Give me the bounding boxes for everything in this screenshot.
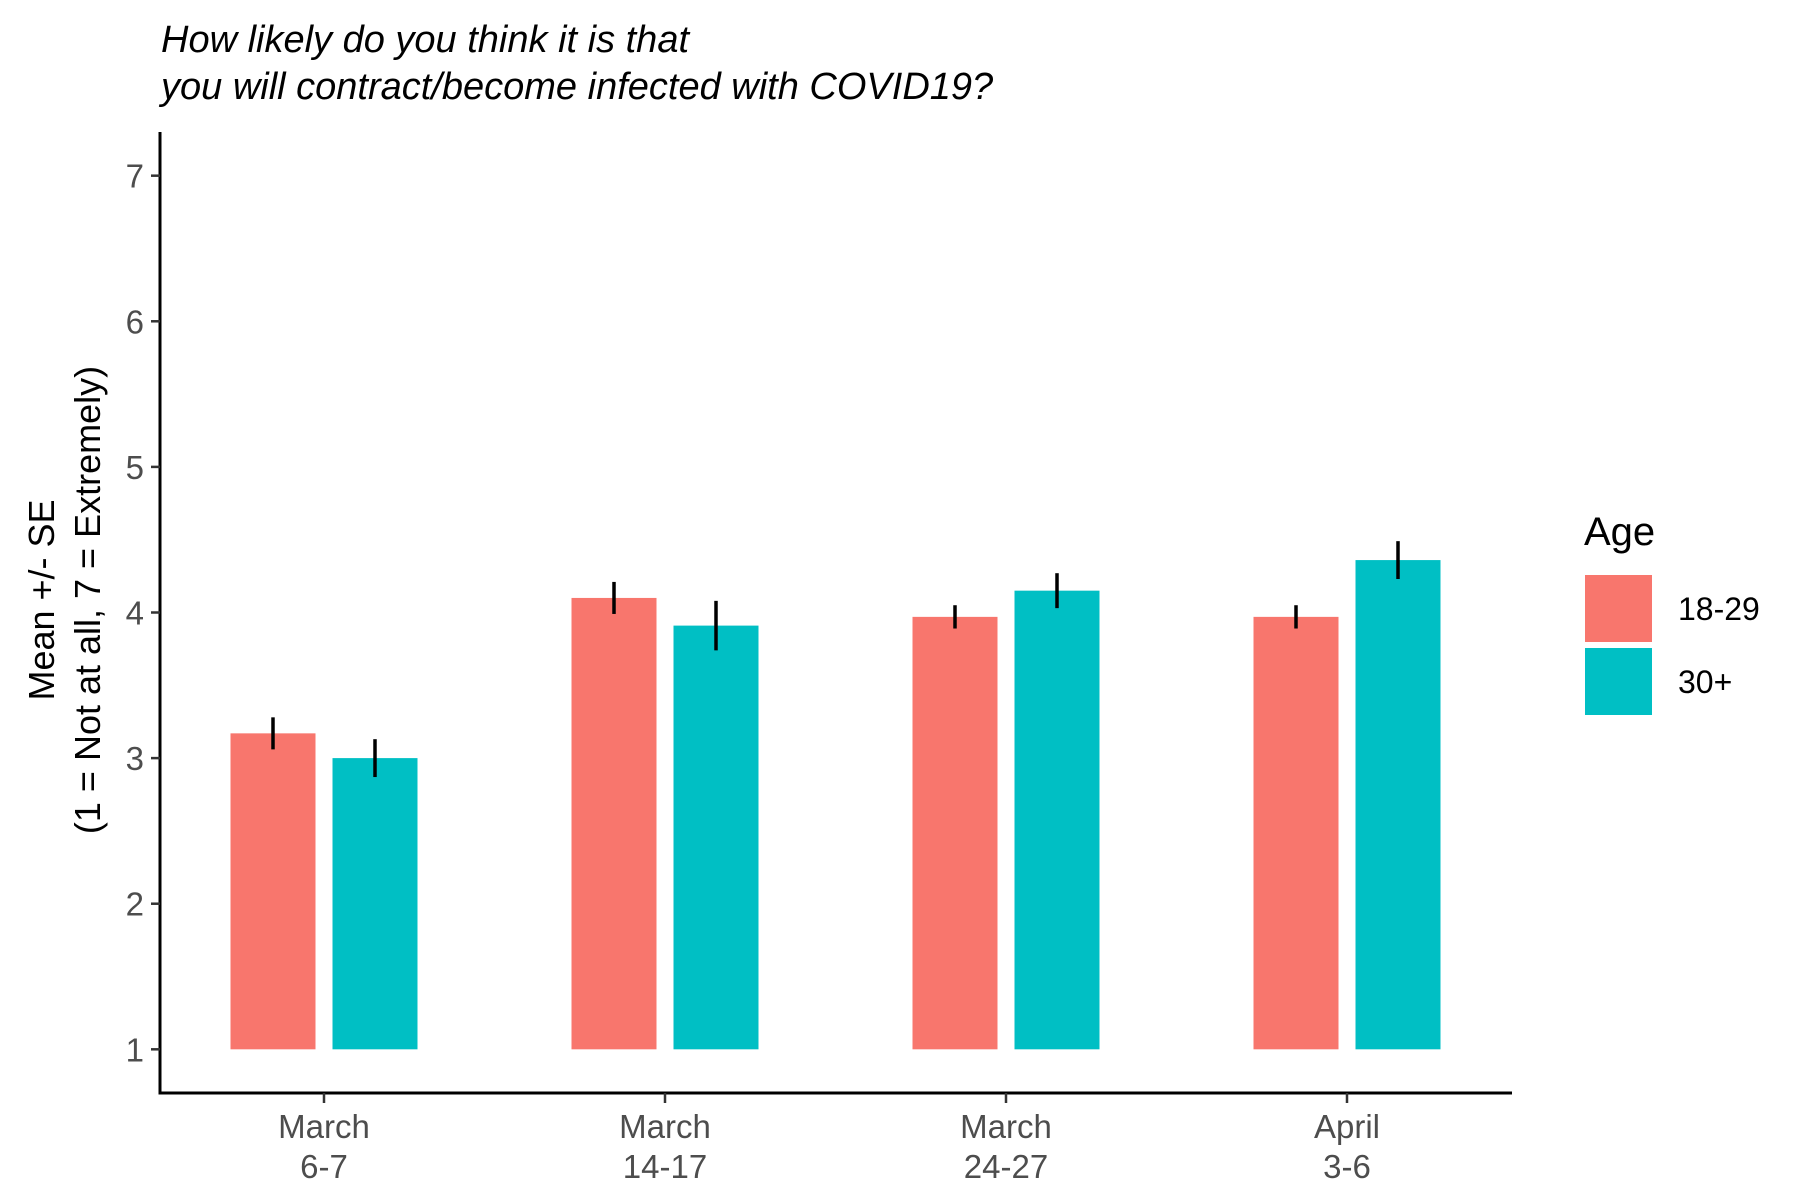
y-tick-label-7: 7 xyxy=(126,158,144,195)
y-axis-ticks: 1 2 3 4 5 6 7 xyxy=(126,158,160,1068)
y-tick-label-5: 5 xyxy=(126,449,144,486)
bar-18-29-0 xyxy=(230,733,316,1050)
bar-18-29-3 xyxy=(1253,616,1339,1050)
x-tick-label-0-1: 6-7 xyxy=(300,1148,348,1185)
x-tick-label-0-0: March xyxy=(278,1108,370,1145)
y-axis-label: Mean +/- SE (1 = Not at all, 7 = Extreme… xyxy=(21,366,108,834)
bars xyxy=(230,560,1441,1050)
y-tick-label-1: 1 xyxy=(126,1031,144,1068)
x-tick-label-2-1: 24-27 xyxy=(964,1148,1048,1185)
y-axis-label-line-1: Mean +/- SE xyxy=(21,499,62,700)
x-tick-label-1-0: March xyxy=(619,1108,711,1145)
bar-30+-0 xyxy=(332,758,418,1050)
chart-title: How likely do you think it is that you w… xyxy=(158,19,994,108)
bar-18-29-2 xyxy=(912,616,998,1050)
y-tick-label-2: 2 xyxy=(126,886,144,923)
legend-label-30+: 30+ xyxy=(1678,664,1732,700)
chart-title-line-1: How likely do you think it is that xyxy=(161,19,690,61)
legend-label-18-29: 18-29 xyxy=(1678,591,1760,627)
bar-30+-1 xyxy=(673,625,759,1050)
bar-30+-3 xyxy=(1355,560,1441,1050)
y-axis-label-line-2: (1 = Not at all, 7 = Extremely) xyxy=(67,366,108,834)
error-bars xyxy=(271,541,1400,778)
chart-title-line-2: you will contract/become infected with C… xyxy=(158,66,994,108)
x-tick-label-1-1: 14-17 xyxy=(623,1148,707,1185)
y-tick-label-6: 6 xyxy=(126,303,144,340)
x-tick-label-2-0: March xyxy=(960,1108,1052,1145)
x-tick-label-3-1: 3-6 xyxy=(1323,1148,1371,1185)
bar-18-29-1 xyxy=(571,597,657,1050)
bar-30+-2 xyxy=(1014,590,1100,1050)
legend: Age 18-29 30+ xyxy=(1584,510,1760,715)
x-tick-label-3-0: April xyxy=(1314,1108,1380,1145)
y-tick-label-4: 4 xyxy=(126,595,144,632)
legend-title: Age xyxy=(1584,510,1655,554)
y-tick-label-3: 3 xyxy=(126,740,144,777)
legend-key-30+ xyxy=(1585,648,1652,715)
legend-key-18-29 xyxy=(1585,575,1652,642)
